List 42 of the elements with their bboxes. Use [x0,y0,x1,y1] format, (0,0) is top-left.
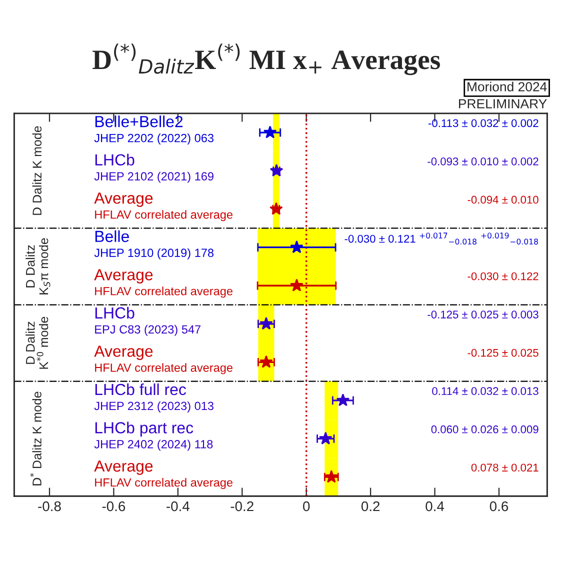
y2-tick-label: -0.094 ± 0.010 [468,196,538,204]
annotation: D$^{*}$ Dalitz K mode [30,392,42,486]
x-tick-label: -0.6 [102,501,126,512]
point [290,278,304,292]
y-tick-label: LHCb EPJ C83 (2023) 547 [95,306,200,336]
y-tick-label: Average HFLAV correlated average [94,460,232,489]
y-tick-label: LHCb full rec JHEP 2312 (2023) 013 [94,383,214,412]
y2-tick-label: -0.030 ± 0.122 [468,272,538,280]
point [263,126,277,138]
y-tick-label: Belle JHEP 1910 (2019) 178 [94,230,214,260]
annotation: D Dalitz K mode [32,126,42,215]
x-tick-label: 0.2 [361,501,380,512]
x-tick-label: -0.4 [166,501,190,512]
point [270,164,284,177]
y-tick-label: LHCb part rec JHEP 2402 (2024) 118 [94,422,213,451]
y2-tick-label: 0.114 ± 0.032 ± 0.013 [432,387,538,396]
y2-tick-label: -0.093 ± 0.010 ± 0.002 [428,158,538,166]
x-tick-label: 0.6 [490,501,508,512]
point [318,432,332,444]
y2-tick-label: -0.113 ± 0.032 ± 0.002 [428,119,538,128]
chart-title: D$^{(*)}$$_{Dalitz}$K$^{(*)}$ MI x$_{+}$ Averages [92,44,440,76]
text: Moriond 2024 [468,82,547,92]
point [270,202,283,215]
x-tick-label: 0 [303,501,310,512]
y-tick-label: Belle+Belle2 JHEP 2202 (2022) 063 [94,116,214,145]
y2-tick-label: 0.078 ± 0.021 [471,464,538,472]
annotation: D Dalitz K$_{S}$π mode [26,238,50,294]
y-tick-label: Average HFLAV correlated average [94,192,232,222]
y2-tick-label: 0.060 ± 0.026 ± 0.009 [431,425,538,434]
y2-tick-label: -0.030 ± 0.121 $^{+0.017}$$_{−0.018}$ $^{+0.019}$$_{−0.018}$ [344,232,538,245]
point [336,394,350,406]
annotation: D Dalitz K$^{*0}$ mode [26,316,48,369]
x-tick-label: -0.8 [38,501,61,512]
y-tick-label: Average HFLAV correlated average [94,346,232,374]
y2-tick-label: -0.125 ± 0.025 [468,348,538,357]
x-tick-label: -0.2 [230,501,254,512]
y-tick-label: Average HFLAV correlated average [94,269,232,298]
point [290,240,304,254]
y2-tick-label: -0.125 ± 0.025 ± 0.003 [428,310,538,318]
text: PRELIMINARY [459,99,547,108]
y-tick-label: LHCb JHEP 2102 (2021) 169 [94,154,214,183]
x-tick-label: 0.4 [426,501,444,512]
